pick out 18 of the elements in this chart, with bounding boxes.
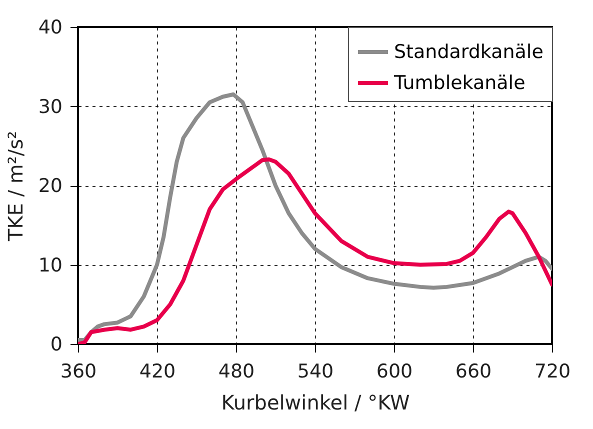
y-axis-title: TKE / m²/s²	[3, 130, 28, 242]
x-tick-label: 600	[376, 360, 413, 382]
legend-label: Standardkanäle	[394, 41, 544, 63]
line-series	[78, 157, 552, 344]
x-tick-label: 420	[139, 360, 176, 382]
x-tick-label: 360	[60, 360, 97, 382]
x-tick-label: 660	[455, 360, 492, 382]
line-series	[78, 92, 552, 342]
y-tick-label: 10	[38, 254, 62, 276]
legend-label: Tumblekanäle	[393, 72, 526, 94]
x-axis-title: Kurbelwinkel / °KW	[221, 390, 410, 414]
y-tick-label: 0	[50, 334, 62, 356]
x-tick-label: 480	[218, 360, 255, 382]
y-tick-label: 40	[38, 16, 62, 38]
x-tick-label: 720	[534, 360, 571, 382]
y-tick-label: 30	[38, 96, 62, 118]
x-tick-label: 540	[297, 360, 334, 382]
y-tick-label: 20	[38, 175, 62, 197]
